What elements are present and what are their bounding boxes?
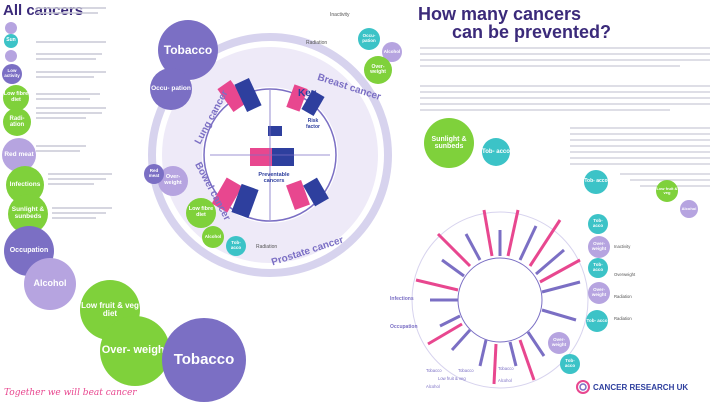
right-title-2: can be prevented? [452,22,612,42]
right-para-lines-svg [420,47,710,187]
bottom-label-2: Tobacco [458,368,474,373]
bottom-label-5: Tobacco [498,366,514,371]
label-inactivity: Inactivity [330,12,350,18]
ring-alcohol: Alcohol [202,226,224,248]
ring-occu-top: Occu- pation [358,28,380,50]
bubble-row-2 [5,50,17,62]
sunburst-group [411,209,589,389]
sun-bubble-1: Tob- acco [584,170,608,194]
label-radiation-top: Radiation [306,40,328,46]
bubble-radiation: Radi- ation [3,108,31,136]
ring-bars [211,78,329,219]
bubble-low-activity: Low activity [2,64,22,84]
bubble-alcohol: Alcohol [24,258,76,310]
key-bar-blue [268,126,282,136]
bubble-tobacco-large: Tobacco [162,318,246,402]
sun-bubble-4: Tob- acco [588,214,608,234]
ring-overweight: Over- weight [158,166,188,196]
side-word-4: Radiation [614,316,632,321]
inner-ring-band [162,47,378,263]
sun-bubble-9: Over- weight [548,332,570,354]
sunburst-chart [411,209,589,389]
left-note-lines [36,4,116,249]
sun-bubble-7: Over- weight [588,282,610,304]
sun-bubble-6: Tob- acco [588,258,608,278]
left-title: All cancers [3,2,84,19]
bottom-label-4: Alcohol [426,384,440,389]
bubble-overweight: Over- weight [100,316,170,386]
cruk-logo-icon [576,380,590,394]
key-title: Key [298,88,317,99]
right-para-lines [420,44,710,249]
right-sunlight: Sunlight & sunbeds [424,118,474,168]
outer-ring [148,33,392,277]
bottom-label-3: Low fruit & veg [438,376,466,381]
key-bar-navy [272,148,294,166]
label-radiation: Radiation [256,244,278,250]
bubble-row-0 [5,22,17,34]
ring-redmeat: Red meat [144,164,164,184]
side-word-1: Radiation [614,294,632,299]
left-footer: Together we will beat cancer [4,388,137,398]
bubble-sun: Sun [4,34,18,48]
sun-bubble-10: Tob- acco [560,354,580,374]
right-title-1: How many cancers [418,4,582,24]
cruk-logo: CANCER RESEARCH UK [576,380,688,394]
key-preventable: Preventable cancers [258,172,290,184]
left-note-lines-svg [36,7,112,219]
ring-overweight-top: Over- weight [364,56,392,84]
sun-bubble-8: Tob- acco [586,310,608,332]
ring-occupation: Occu- pation [150,68,192,110]
bottom-label-1: Tobacco [426,368,442,373]
center-ring [148,33,392,277]
sun-bubble-5: Over- weight [588,236,610,258]
ring-alcohol-top: Alcohol [382,42,402,62]
cruk-logo-text: CANCER RESEARCH UK [593,382,689,392]
key-risk-factor: Risk factor [306,118,320,130]
bubble-low-fibre: Low fibre diet [3,85,29,111]
ring-tob-small: Tob- acco [226,236,246,256]
occupation-label: Occupation [390,324,418,330]
side-word-2: Inactivity [614,244,631,249]
sun-bubble-3: Alcohol [680,200,698,218]
key-bar-pink [250,148,272,166]
ring-lowfibre: Low fibre diet [186,198,216,228]
infections-label: Infections [390,296,414,302]
side-word-3: Overweight [614,272,636,277]
right-tobacco: Tob- acco [482,138,510,166]
bottom-label-6: Alcohol [498,378,512,383]
sun-bubble-2: Low fruit & veg [656,180,678,202]
